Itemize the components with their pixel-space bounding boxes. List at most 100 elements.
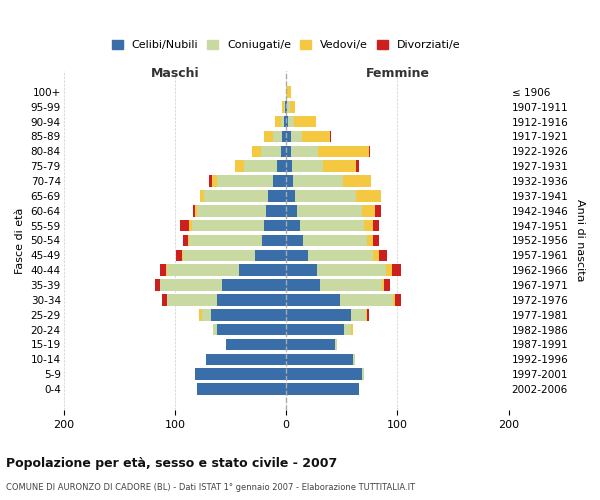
Bar	[182, 234, 188, 246]
Bar	[239, 264, 286, 276]
Bar	[235, 160, 244, 172]
Bar	[160, 264, 166, 276]
Bar	[290, 130, 302, 142]
Bar	[284, 116, 286, 128]
Bar	[195, 368, 286, 380]
Bar	[382, 279, 384, 291]
Bar	[251, 146, 260, 157]
Bar	[293, 175, 343, 187]
Bar	[286, 86, 290, 98]
Bar	[167, 264, 239, 276]
Bar	[303, 234, 367, 246]
Bar	[299, 220, 364, 232]
Bar	[286, 234, 303, 246]
Bar	[289, 116, 294, 128]
Bar	[182, 250, 255, 261]
Bar	[160, 279, 221, 291]
Bar	[395, 294, 401, 306]
Bar	[356, 190, 381, 202]
Bar	[286, 279, 320, 291]
Bar	[264, 130, 273, 142]
Bar	[286, 294, 340, 306]
Bar	[375, 205, 381, 216]
Bar	[181, 220, 190, 232]
Bar	[191, 220, 264, 232]
Bar	[275, 116, 281, 128]
Bar	[373, 220, 379, 232]
Bar	[286, 250, 308, 261]
Bar	[286, 160, 292, 172]
Bar	[161, 294, 167, 306]
Y-axis label: Anni di nascita: Anni di nascita	[575, 199, 585, 281]
Bar	[384, 279, 390, 291]
Bar	[379, 250, 388, 261]
Bar	[386, 264, 392, 276]
Bar	[199, 309, 202, 320]
Bar	[221, 279, 286, 291]
Bar	[211, 309, 286, 320]
Bar	[190, 220, 191, 232]
Bar	[204, 190, 268, 202]
Bar	[195, 205, 197, 216]
Y-axis label: Fasce di età: Fasce di età	[15, 208, 25, 274]
Bar	[373, 234, 379, 246]
Bar	[284, 101, 285, 112]
Bar	[302, 130, 329, 142]
Bar	[286, 324, 344, 336]
Bar	[281, 146, 286, 157]
Bar	[344, 324, 351, 336]
Bar	[226, 338, 286, 350]
Bar	[351, 324, 353, 336]
Bar	[290, 146, 319, 157]
Bar	[308, 250, 373, 261]
Bar	[188, 234, 190, 246]
Bar	[335, 338, 337, 350]
Bar	[329, 130, 331, 142]
Bar	[319, 146, 368, 157]
Bar	[206, 354, 286, 365]
Bar	[217, 324, 286, 336]
Bar	[197, 384, 286, 395]
Bar	[273, 175, 286, 187]
Bar	[392, 264, 401, 276]
Bar	[286, 264, 317, 276]
Bar	[292, 160, 323, 172]
Bar	[167, 294, 217, 306]
Bar	[286, 146, 290, 157]
Bar	[295, 190, 356, 202]
Bar	[323, 160, 356, 172]
Bar	[217, 294, 286, 306]
Bar	[209, 175, 212, 187]
Bar	[290, 101, 295, 112]
Bar	[285, 101, 286, 112]
Bar	[264, 220, 286, 232]
Bar	[286, 338, 335, 350]
Bar	[294, 116, 316, 128]
Bar	[212, 175, 217, 187]
Bar	[320, 279, 382, 291]
Bar	[217, 175, 273, 187]
Bar	[197, 205, 266, 216]
Bar	[190, 234, 262, 246]
Bar	[286, 384, 359, 395]
Bar	[244, 160, 277, 172]
Bar	[393, 294, 395, 306]
Bar	[286, 175, 293, 187]
Bar	[368, 146, 370, 157]
Bar	[155, 279, 160, 291]
Bar	[286, 101, 287, 112]
Text: COMUNE DI AURONZO DI CADORE (BL) - Dati ISTAT 1° gennaio 2007 - Elaborazione TUT: COMUNE DI AURONZO DI CADORE (BL) - Dati …	[6, 482, 415, 492]
Bar	[282, 101, 284, 112]
Bar	[273, 130, 282, 142]
Bar	[176, 250, 182, 261]
Text: Maschi: Maschi	[151, 67, 199, 80]
Bar	[286, 116, 289, 128]
Bar	[373, 250, 379, 261]
Bar	[286, 309, 351, 320]
Bar	[364, 220, 373, 232]
Bar	[200, 190, 204, 202]
Legend: Celibi/Nubili, Coniugati/e, Vedovi/e, Divorziati/e: Celibi/Nubili, Coniugati/e, Vedovi/e, Di…	[107, 36, 465, 55]
Bar	[351, 309, 367, 320]
Bar	[298, 205, 362, 216]
Bar	[213, 324, 217, 336]
